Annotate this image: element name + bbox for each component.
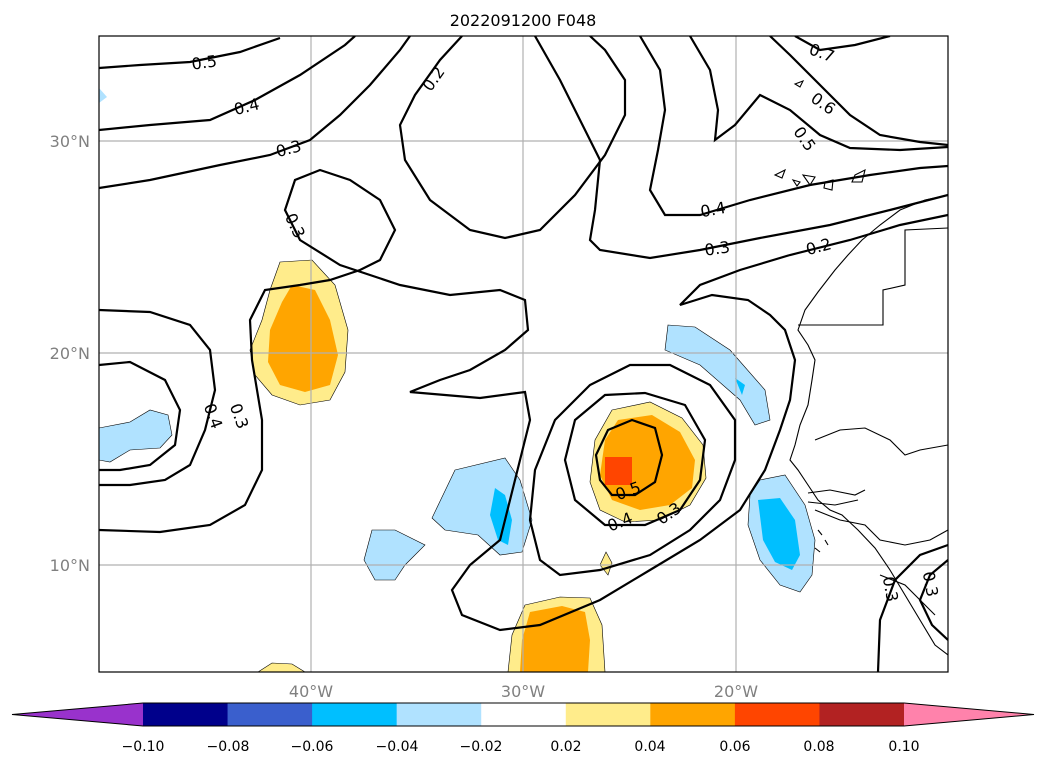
negative-shading: [99, 88, 816, 593]
lat-tick-label: 20°N: [50, 344, 90, 363]
colorbar-extend-low: [12, 703, 143, 726]
contour-04-loop: [99, 360, 182, 472]
negative-area-east-dot: [735, 378, 745, 395]
contour-label: 0.4: [200, 401, 227, 431]
gridlines: [99, 36, 948, 672]
colorbar-tick-labels: −0.10 −0.08 −0.06 −0.04 −0.02 0.02 0.04 …: [122, 739, 920, 755]
colorbar-swatch: [396, 703, 482, 726]
negative-area-mid-dark: [490, 488, 512, 545]
contour-label: 0.3: [879, 575, 902, 603]
contour-03-south-east-2: [918, 559, 948, 641]
colorbar-blocks: [11, 702, 1035, 727]
contour-04-east: [639, 36, 948, 217]
positive-area-south-mid: [520, 606, 590, 672]
colorbar-swatch: [312, 703, 398, 726]
lon-tick-label: 30°W: [501, 682, 545, 701]
colorbar-swatch: [481, 703, 567, 726]
contour-label: 0.2: [804, 234, 834, 259]
negative-area-corner: [99, 88, 107, 103]
positive-shading: [249, 259, 707, 672]
contour-label: 0.3: [274, 136, 304, 161]
colorbar-swatch: [143, 703, 229, 726]
mauritania-border: [814, 427, 948, 456]
negative-area-coast-dark: [758, 498, 800, 570]
contour-05-loop-core: [594, 418, 664, 497]
contour-label: 0.6: [807, 88, 839, 118]
contour-label: 0.3: [281, 210, 309, 241]
plot-area: 0.5 0.4 0.3 0.2 0.3 0.7 0.6 0.5 0.4 0.3 …: [99, 36, 948, 672]
africa-coast: [789, 194, 948, 656]
contour-05-north: [99, 36, 281, 70]
positive-area-small: [599, 551, 613, 576]
plot-frame: [98, 35, 949, 673]
colorbar-tick-label: 0.04: [634, 739, 665, 755]
positive-area-central-high: [605, 457, 632, 485]
coastlines: [773, 79, 948, 656]
contour-02-high: [398, 36, 627, 240]
contour-label: 0.3: [703, 237, 731, 259]
colorbar-swatch: [734, 703, 820, 726]
colorbar-outline: [11, 702, 1035, 727]
lon-tick-label: 40°W: [289, 682, 333, 701]
colorbar-tick-label: 0.02: [550, 739, 581, 755]
contour-03-south-east: [876, 543, 948, 672]
contour-label: 0.5: [789, 123, 819, 155]
contour-label: 0.7: [807, 40, 837, 67]
colorbar: −0.10 −0.08 −0.06 −0.04 −0.02 0.02 0.04 …: [11, 702, 1035, 755]
lon-tick-labels: 40°W 30°W 20°W: [289, 682, 758, 701]
contour-label: 0.5: [190, 51, 218, 73]
colorbar-tick-label: −0.02: [460, 739, 503, 755]
colorbar-swatch: [227, 703, 313, 726]
colorbar-tick-label: −0.10: [122, 739, 165, 755]
positive-area-bottom-left: [257, 662, 306, 672]
contour-label: 0.2: [418, 63, 448, 95]
colorbar-tick-label: −0.04: [376, 739, 419, 755]
contour-label: 0.3: [226, 401, 253, 431]
contour-04-loop-inner: [563, 391, 707, 527]
colorbar-tick-label: −0.08: [207, 739, 250, 755]
sierra-leone: [879, 574, 936, 616]
contour-04-north: [99, 36, 356, 132]
figure-title: 2022091200 F048: [450, 11, 597, 30]
negative-area-west: [99, 409, 173, 463]
contour-label: 0.4: [232, 94, 261, 119]
senegal-gambia: [807, 489, 866, 506]
lat-tick-labels: 30°N 20°N 10°N: [50, 132, 90, 575]
colorbar-tick-label: −0.06: [291, 739, 334, 755]
western-sahara-border: [798, 227, 948, 326]
guinea-border: [814, 509, 948, 546]
positive-area-west-mid: [268, 285, 338, 392]
contour-03-north-branch: [534, 36, 948, 260]
colorbar-swatch: [819, 703, 905, 726]
colorbar-swatch: [565, 703, 651, 726]
contour-03-loop-outer: [528, 363, 737, 577]
colorbar-tick-label: 0.08: [803, 739, 834, 755]
contour-03-north: [99, 36, 411, 190]
colorbar-extend-high: [904, 703, 1034, 726]
positive-area-central-mid: [600, 415, 695, 510]
contour-03-central: [99, 308, 217, 487]
colorbar-tick-label: 0.10: [888, 739, 919, 755]
contour-03-long: [99, 168, 948, 632]
lat-tick-label: 30°N: [50, 132, 90, 151]
lat-tick-label: 10°N: [50, 556, 90, 575]
contour-05-east: [689, 36, 948, 152]
colorbar-tick-label: 0.06: [719, 739, 750, 755]
colorbar-swatch: [650, 703, 736, 726]
contours: [99, 36, 948, 672]
canary-islands: [773, 79, 866, 191]
negative-area-east: [664, 324, 771, 426]
contour-label: 0.4: [699, 198, 727, 221]
contour-07-east: [794, 36, 891, 52]
cape-verde: [814, 529, 829, 553]
contour-06-east: [769, 36, 948, 147]
negative-area-small-west: [363, 529, 426, 581]
lon-tick-label: 20°W: [714, 682, 758, 701]
contour-label: 0.3: [919, 570, 942, 598]
